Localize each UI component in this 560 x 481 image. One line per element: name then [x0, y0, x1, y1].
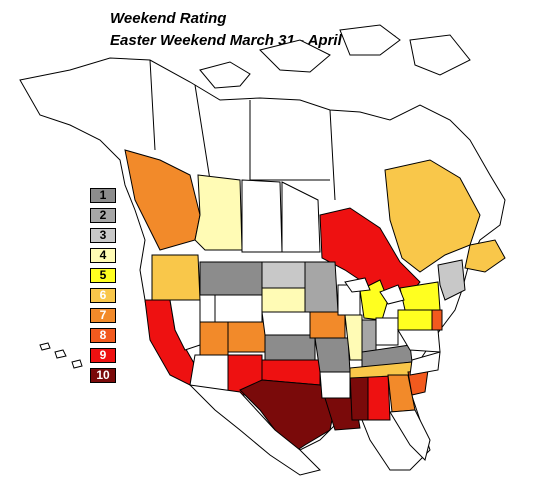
arctic-islands	[199, 24, 471, 89]
region-mt	[199, 261, 263, 296]
region-oh	[375, 317, 399, 346]
region-qc	[384, 159, 481, 273]
map-title: Weekend Rating Easter Weekend March 31 -…	[110, 8, 440, 52]
legend-item-10: 10	[90, 368, 116, 383]
region-ks	[264, 334, 316, 361]
legend-label: 4	[99, 248, 107, 262]
region-new-england	[437, 259, 466, 301]
region-ut	[199, 321, 229, 356]
region-al	[367, 371, 391, 421]
region-mo	[314, 337, 351, 373]
region-ms	[349, 371, 369, 421]
region-sd	[261, 287, 306, 313]
region-nv	[169, 299, 201, 351]
legend-item-3: 3	[90, 228, 116, 243]
legend-item-9: 9	[90, 348, 116, 363]
region-wy	[214, 294, 263, 323]
region-fl	[389, 409, 431, 461]
legend-label: 10	[96, 368, 110, 382]
legend-label: 6	[99, 288, 107, 302]
legend-item-1: 1	[90, 188, 116, 203]
title-line-2: Easter Weekend March 31 - April 1, 2018	[110, 32, 396, 49]
region-nj	[431, 309, 443, 331]
region-wa-or	[151, 254, 201, 301]
region-ab	[194, 174, 243, 251]
legend-label: 5	[99, 268, 107, 282]
legend-label: 7	[99, 308, 107, 322]
legend-label: 8	[99, 328, 107, 342]
region-nd	[261, 261, 306, 289]
great-lakes	[344, 277, 405, 305]
region-mn	[304, 261, 339, 313]
legend-label: 1	[99, 188, 107, 202]
legend-label: 3	[99, 228, 107, 242]
region-in	[361, 319, 377, 353]
region-sk	[241, 179, 283, 253]
region-nc	[409, 351, 441, 376]
legend-item-7: 7	[90, 308, 116, 323]
region-pa	[397, 309, 433, 331]
title-line-1: Weekend Rating	[110, 10, 227, 27]
canada-north-outline	[149, 59, 336, 201]
region-tx	[239, 379, 336, 456]
legend-item-5: 5	[90, 268, 116, 283]
legend-label: 2	[99, 208, 107, 222]
hawaii-islands	[39, 342, 83, 369]
region-atlantic	[464, 239, 506, 273]
region-ar	[319, 371, 351, 399]
region-mb	[281, 181, 321, 253]
region-ne	[261, 311, 311, 336]
legend-item-2: 2	[90, 208, 116, 223]
legend-label: 9	[99, 348, 107, 362]
region-ia	[309, 311, 346, 339]
mexico-outline	[188, 384, 321, 476]
region-co	[227, 321, 266, 353]
legend-item-8: 8	[90, 328, 116, 343]
rating-legend: 1 2 3 4 5 6 7 8 9 10	[90, 188, 116, 388]
legend-item-6: 6	[90, 288, 116, 303]
legend-item-4: 4	[90, 248, 116, 263]
